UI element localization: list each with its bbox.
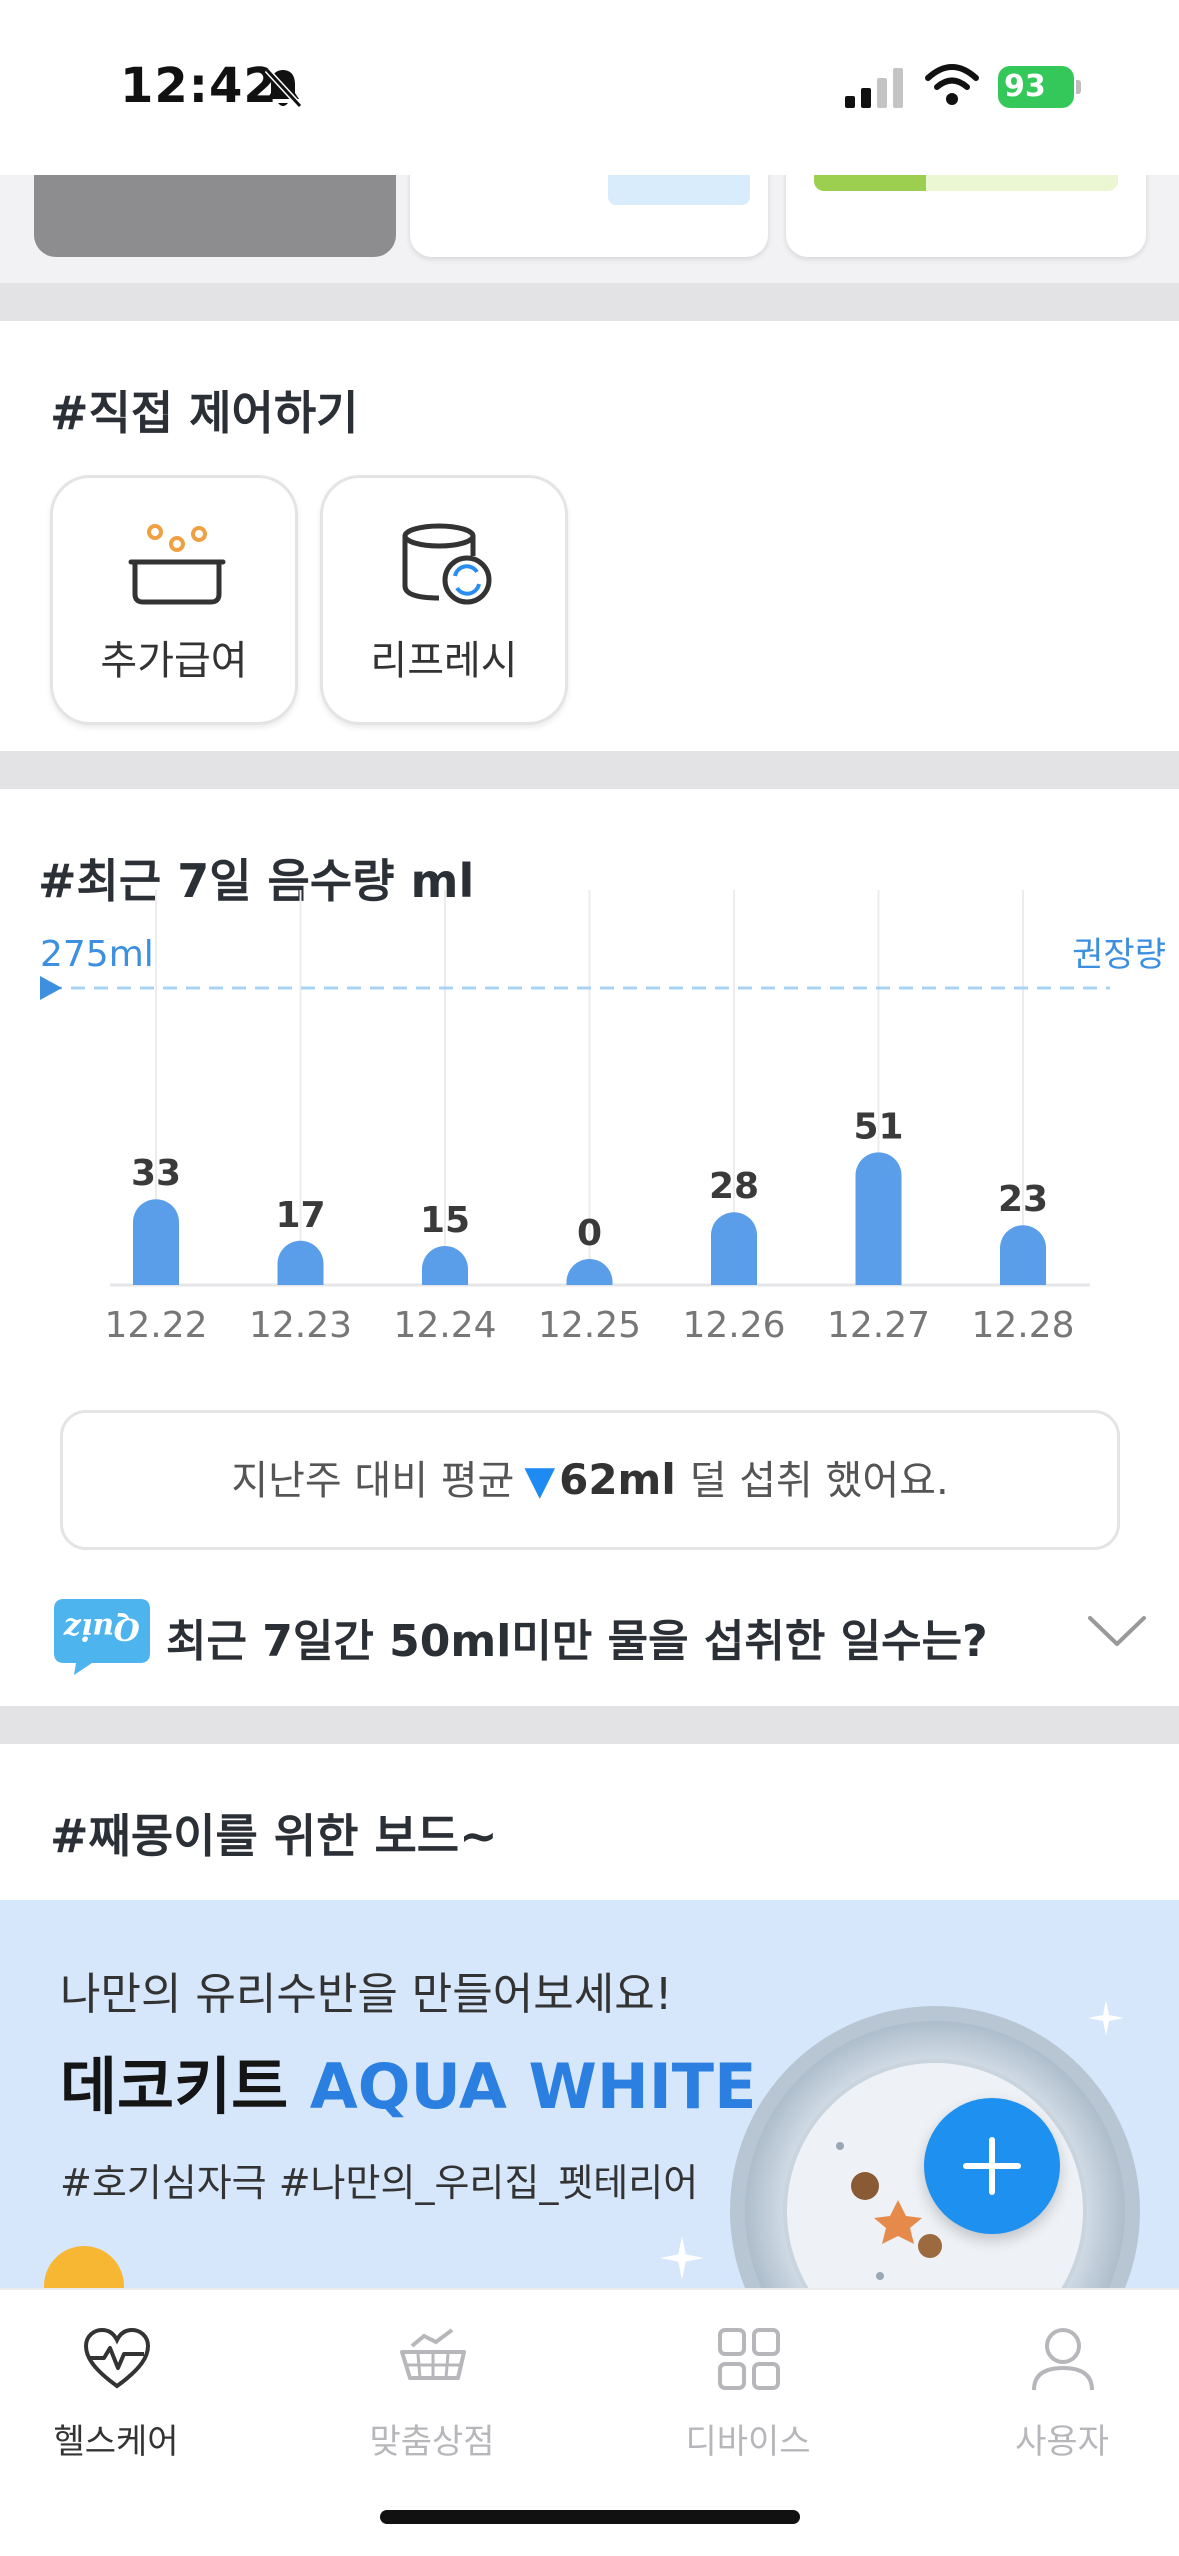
extra-feed-label: 추가급여	[100, 638, 248, 684]
tab-user[interactable]: 사용자	[952, 2310, 1172, 2470]
data-label: 28	[709, 1166, 759, 1207]
food-bowl-icon	[128, 524, 226, 605]
user-icon	[1032, 2328, 1094, 2391]
compare-amount: 62ml	[559, 1455, 676, 1504]
data-label: 51	[853, 1106, 903, 1147]
shop-cart-icon	[400, 2328, 466, 2380]
add-fab-button[interactable]	[924, 2098, 1060, 2234]
section-divider	[0, 1706, 1179, 1744]
banner-headline: 나만의 유리수반을 만들어보세요!	[60, 1969, 673, 2020]
grid-icon	[718, 2328, 780, 2390]
board-title: #째몽이를 위한 보드~	[50, 1809, 498, 1863]
data-label: 23	[998, 1179, 1048, 1220]
wifi-icon	[925, 64, 979, 105]
control-title: #직접 제어하기	[50, 386, 359, 440]
refresh-button[interactable]: 리프레시	[320, 475, 568, 725]
section-divider	[0, 283, 1179, 321]
water-intake-chart: 275ml 권장량 33 12.22 17 12.23 15 12.24 0 12.25 28 12.…	[40, 890, 1166, 1346]
board-section: #째몽이를 위한 보드~	[0, 1744, 1179, 1900]
tab-label: 맞춤상점	[369, 2422, 495, 2462]
data-label: 17	[275, 1195, 325, 1236]
plus-icon	[963, 2137, 1021, 2195]
decrease-triangle-icon: ▼	[524, 1458, 556, 1504]
data-label: 15	[420, 1200, 470, 1241]
refresh-tank-icon	[402, 523, 492, 605]
water-level-bar	[608, 175, 750, 205]
food-level-bar	[814, 175, 1118, 191]
refresh-label: 리프레시	[370, 638, 518, 684]
sparkle-icon	[660, 2236, 704, 2280]
data-label: 33	[131, 1153, 181, 1194]
compare-text: 지난주 대비 평균 ▼62ml 덜 섭취 했어요.	[63, 1413, 1117, 1547]
bar	[566, 1259, 613, 1285]
tab-healthcare[interactable]: 헬스케어	[6, 2310, 226, 2470]
compare-suffix: 덜 섭취 했어요.	[689, 1458, 949, 1504]
tab-shop[interactable]: 맞춤상점	[322, 2310, 542, 2470]
tick-label: 12.26	[682, 1305, 785, 1346]
tab-label: 디바이스	[685, 2422, 811, 2462]
tick-label: 12.28	[971, 1305, 1074, 1346]
tab-device[interactable]: 디바이스	[638, 2310, 858, 2470]
sparkle-icon	[1088, 2000, 1124, 2036]
tick-label: 12.27	[827, 1305, 930, 1346]
banner-product: 데코키트 AQUA WHITE	[60, 2036, 756, 2126]
quiz-badge-icon: Quiz	[54, 1599, 150, 1675]
battery-level: 93	[998, 66, 1074, 108]
bar	[277, 1240, 324, 1285]
food-level-fill	[814, 175, 926, 191]
battery-cap	[1076, 80, 1081, 94]
quiz-question[interactable]: 최근 7일간 50ml미만 물을 섭취한 일수는?	[166, 1616, 988, 1667]
chevron-down-icon[interactable]	[1086, 1612, 1148, 1650]
bar	[133, 1199, 179, 1285]
bar	[1000, 1225, 1046, 1285]
reference-name-label: 권장량	[1072, 935, 1166, 975]
status-time: 12:42	[120, 58, 278, 114]
banner-product-name: 데코키트	[60, 2050, 289, 2123]
extra-feed-button[interactable]: 추가급여	[50, 475, 298, 725]
compare-prefix: 지난주 대비 평균	[231, 1458, 515, 1504]
section-divider	[0, 751, 1179, 789]
compare-summary: 지난주 대비 평균 ▼62ml 덜 섭취 했어요.	[60, 1410, 1120, 1550]
data-label: 0	[577, 1213, 602, 1254]
tick-label: 12.25	[538, 1305, 641, 1346]
tab-label: 헬스케어	[53, 2422, 179, 2462]
tick-label: 12.24	[393, 1305, 496, 1346]
water-title: #최근 7일 음수량 ml	[38, 854, 475, 908]
banner-tags: #호기심자극 #나만의_우리집_펫테리어	[60, 2161, 699, 2205]
reference-value-label: 275ml	[40, 934, 154, 975]
bar	[711, 1212, 757, 1285]
laughing-emoji-icon	[44, 2246, 124, 2290]
bar	[855, 1152, 902, 1285]
tick-label: 12.22	[104, 1305, 207, 1346]
heart-pulse-icon	[83, 2327, 151, 2389]
banner-product-accent: AQUA WHITE	[309, 2050, 757, 2123]
home-indicator	[380, 2510, 800, 2524]
bar	[422, 1246, 468, 1285]
status-bar: 12:42 93	[0, 0, 1179, 175]
tab-label: 사용자	[1015, 2422, 1109, 2462]
top-cards-area	[0, 135, 1179, 283]
tick-label: 12.23	[249, 1305, 352, 1346]
battery-indicator: 93	[998, 66, 1082, 108]
reference-marker-icon	[40, 976, 62, 1000]
bell-slash-icon	[264, 67, 303, 109]
quiz-badge-text: Quiz	[63, 1611, 140, 1646]
signal-icon	[845, 68, 903, 108]
